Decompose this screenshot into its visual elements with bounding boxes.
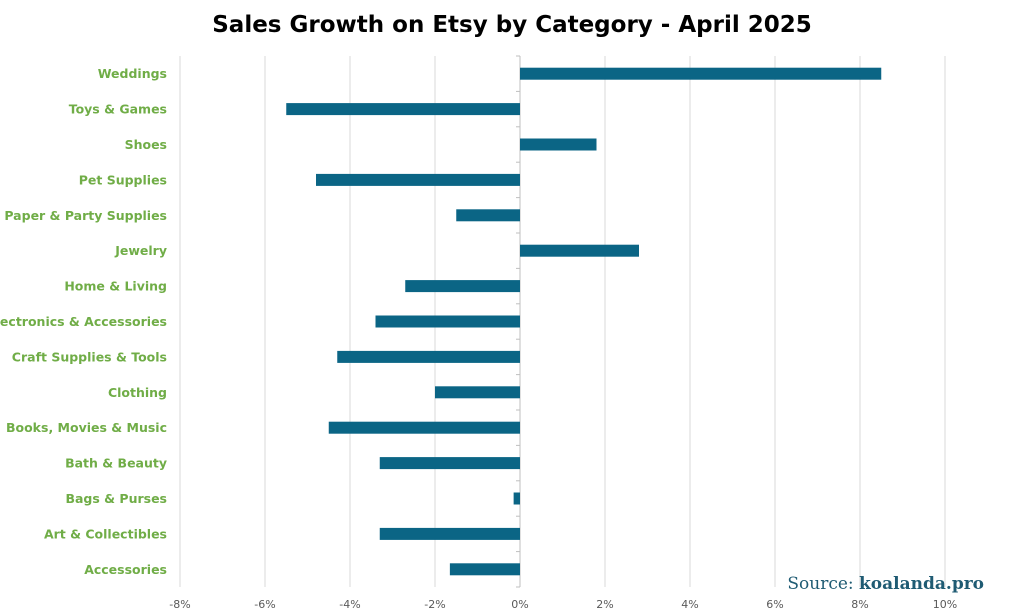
x-tick-label: 0% bbox=[511, 598, 528, 611]
category-label: Paper & Party Supplies bbox=[4, 208, 167, 223]
category-label: Home & Living bbox=[64, 279, 167, 294]
bar bbox=[328, 421, 520, 434]
category-labels: Weddings Toys & Games Shoes Pet Supplies Pap… bbox=[0, 66, 167, 577]
x-tick-label: 8% bbox=[851, 598, 868, 611]
category-label: Art & Collectibles bbox=[44, 526, 167, 541]
source-prefix: Source: bbox=[787, 574, 854, 594]
bar bbox=[435, 386, 520, 399]
bar bbox=[379, 527, 520, 540]
category-label: Weddings bbox=[98, 66, 167, 81]
category-label: Bags & Purses bbox=[65, 491, 167, 506]
bar bbox=[456, 209, 520, 222]
bar bbox=[449, 563, 520, 576]
bar bbox=[375, 315, 520, 328]
source-credit: Source: koalanda.pro bbox=[787, 574, 984, 594]
x-tick-label: 10% bbox=[933, 598, 957, 611]
chart-title: Sales Growth on Etsy by Category - April… bbox=[212, 12, 812, 38]
bar bbox=[379, 457, 520, 470]
category-label: Bath & Beauty bbox=[65, 456, 167, 471]
category-label: Electronics & Accessories bbox=[0, 314, 167, 329]
x-tick-label: 6% bbox=[766, 598, 783, 611]
bars bbox=[286, 67, 882, 576]
category-label: Clothing bbox=[108, 385, 167, 400]
category-label: Shoes bbox=[125, 137, 167, 152]
x-tick-label: -4% bbox=[339, 598, 360, 611]
bar bbox=[520, 138, 597, 151]
bar bbox=[520, 244, 639, 257]
bar bbox=[513, 492, 520, 505]
gridlines bbox=[179, 56, 946, 587]
category-label: Accessories bbox=[84, 562, 167, 577]
bar bbox=[286, 103, 520, 116]
x-tick-labels: -8% -6% -4% -2% 0% 2% 4% 6% 8% 10% bbox=[169, 598, 957, 611]
bar bbox=[520, 67, 882, 80]
category-label: Toys & Games bbox=[69, 102, 167, 117]
x-tick-label: -8% bbox=[169, 598, 190, 611]
category-label: Pet Supplies bbox=[79, 172, 167, 187]
bar bbox=[316, 173, 520, 186]
category-label: Jewelry bbox=[114, 243, 167, 258]
x-tick-label: 4% bbox=[681, 598, 698, 611]
x-tick-label: -2% bbox=[424, 598, 445, 611]
category-label: Craft Supplies & Tools bbox=[12, 349, 167, 364]
x-tick-label: 2% bbox=[596, 598, 613, 611]
bar bbox=[337, 350, 520, 363]
bar bbox=[405, 280, 520, 293]
x-tick-label: -6% bbox=[254, 598, 275, 611]
source-link[interactable]: koalanda.pro bbox=[859, 574, 984, 594]
category-label: Books, Movies & Music bbox=[6, 420, 167, 435]
